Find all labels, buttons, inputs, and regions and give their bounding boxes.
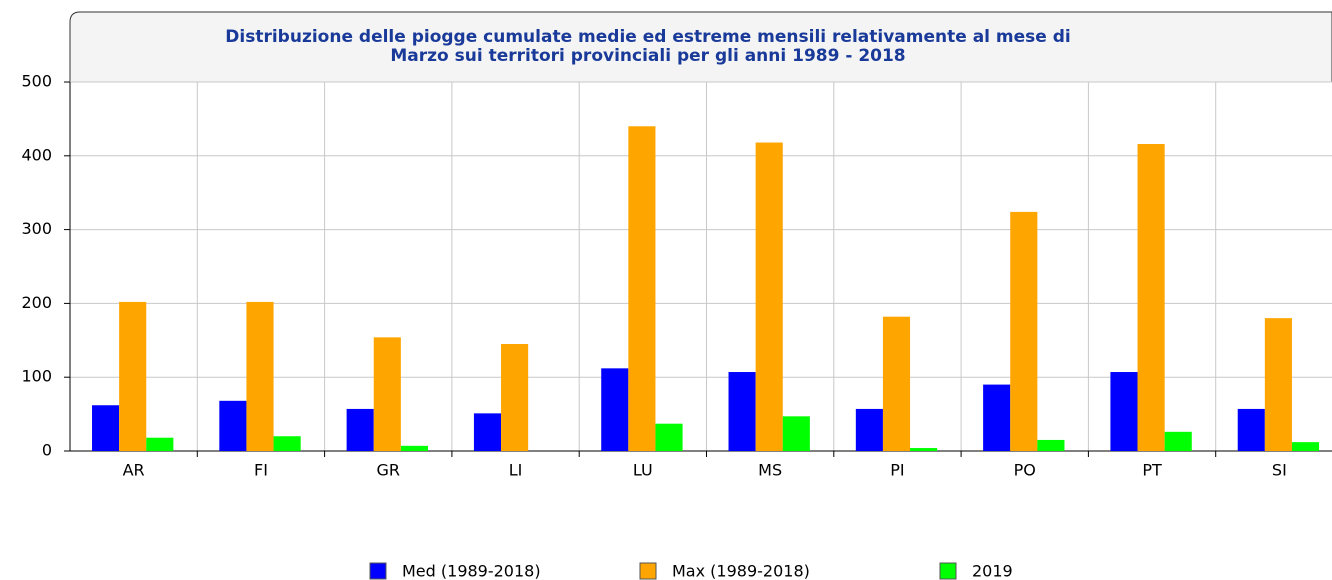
- x-tick-label: PO: [1014, 461, 1036, 480]
- bar: [983, 384, 1011, 451]
- bar: [1164, 431, 1192, 451]
- bar: [473, 413, 502, 451]
- bar: [92, 405, 120, 451]
- x-tick-label: GR: [376, 461, 400, 480]
- x-tick-label: FI: [254, 461, 268, 480]
- bar: [501, 343, 529, 451]
- bar: [119, 301, 147, 451]
- bar: [1137, 143, 1165, 451]
- bar: [400, 445, 428, 451]
- bar: [855, 408, 883, 451]
- legend-swatch: [639, 562, 657, 580]
- y-tick-label: 100: [21, 367, 52, 386]
- y-tick-label: 0: [42, 441, 52, 460]
- x-tick-label: SI: [1272, 461, 1287, 480]
- bar: [1010, 211, 1038, 451]
- legend-swatch: [939, 562, 957, 580]
- bar: [146, 437, 174, 451]
- legend-swatch: [369, 562, 387, 580]
- bar: [601, 368, 629, 451]
- y-tick-label: 300: [21, 219, 52, 238]
- x-tick-label: AR: [123, 461, 145, 480]
- title-box: [69, 11, 1332, 83]
- chart-title: Marzo sui territori provinciali per gli …: [390, 46, 905, 66]
- bar: [910, 448, 938, 451]
- bar: [1237, 408, 1265, 451]
- bar: [246, 301, 274, 451]
- legend-label: Max (1989-2018): [672, 562, 810, 580]
- bar: [273, 436, 301, 451]
- bar: [882, 316, 911, 451]
- legend-label: 2019: [972, 562, 1013, 580]
- x-tick-label: LI: [509, 461, 523, 480]
- x-tick-label: MS: [758, 461, 782, 480]
- y-tick-label: 500: [21, 72, 52, 91]
- bar: [628, 126, 656, 451]
- bar: [346, 408, 374, 451]
- x-tick-label: PT: [1142, 461, 1162, 480]
- bar: [655, 423, 683, 451]
- x-tick-label: LU: [633, 461, 653, 480]
- y-tick-label: 400: [21, 145, 52, 164]
- bar: [728, 372, 756, 451]
- bar: [1037, 439, 1065, 451]
- bar: [782, 416, 810, 451]
- legend-label: Med (1989-2018): [402, 562, 541, 580]
- bar: [1110, 372, 1138, 451]
- y-tick-label: 200: [21, 293, 52, 312]
- bar: [1291, 442, 1320, 451]
- bar: [219, 400, 247, 451]
- chart-title: Distribuzione delle piogge cumulate medi…: [225, 27, 1070, 47]
- bar: [373, 337, 401, 451]
- bar: [1264, 318, 1292, 451]
- x-tick-label: PI: [890, 461, 904, 480]
- bar: [755, 142, 783, 452]
